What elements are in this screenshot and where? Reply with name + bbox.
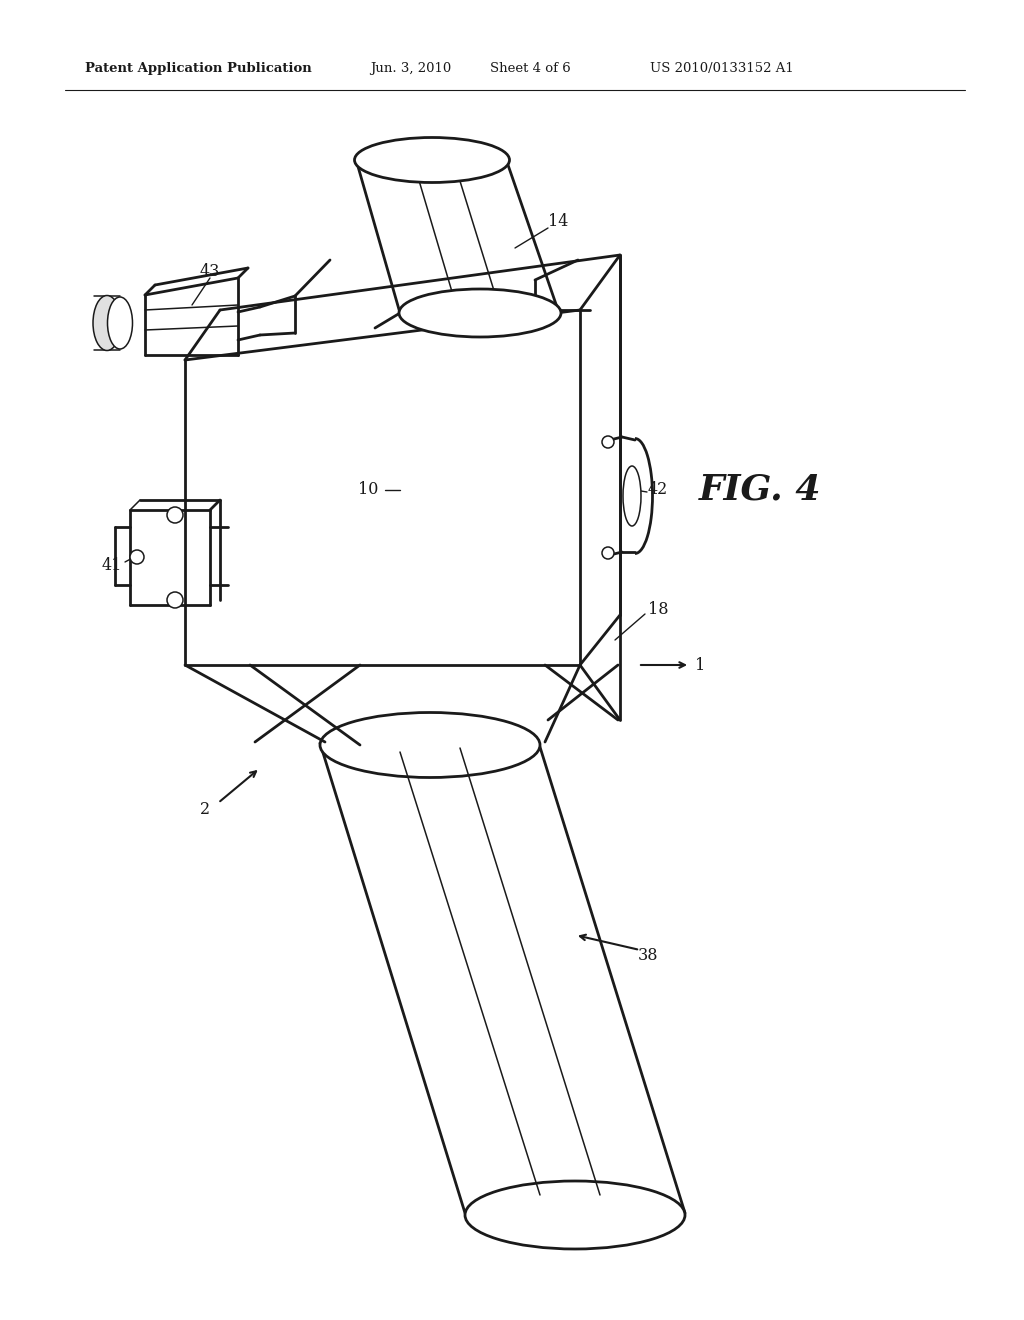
Circle shape [602,436,614,447]
Text: 2: 2 [200,801,210,818]
Text: Jun. 3, 2010: Jun. 3, 2010 [370,62,452,75]
Circle shape [602,546,614,558]
Ellipse shape [108,297,132,348]
Text: 42: 42 [648,482,668,499]
Text: Sheet 4 of 6: Sheet 4 of 6 [490,62,570,75]
Ellipse shape [623,466,641,525]
Text: US 2010/0133152 A1: US 2010/0133152 A1 [650,62,794,75]
Ellipse shape [93,296,121,351]
Circle shape [167,591,183,609]
Text: 43: 43 [200,264,220,281]
Circle shape [167,507,183,523]
Ellipse shape [319,713,540,777]
Text: 14: 14 [548,214,568,231]
Text: 38: 38 [638,946,658,964]
Text: Patent Application Publication: Patent Application Publication [85,62,311,75]
Text: FIG. 4: FIG. 4 [698,473,821,507]
Text: 41: 41 [101,557,122,573]
Ellipse shape [354,137,510,182]
Ellipse shape [465,1181,685,1249]
Text: 18: 18 [648,602,669,619]
Circle shape [130,550,144,564]
Text: 1: 1 [695,656,706,673]
Ellipse shape [399,289,561,337]
Text: 10: 10 [357,482,378,499]
